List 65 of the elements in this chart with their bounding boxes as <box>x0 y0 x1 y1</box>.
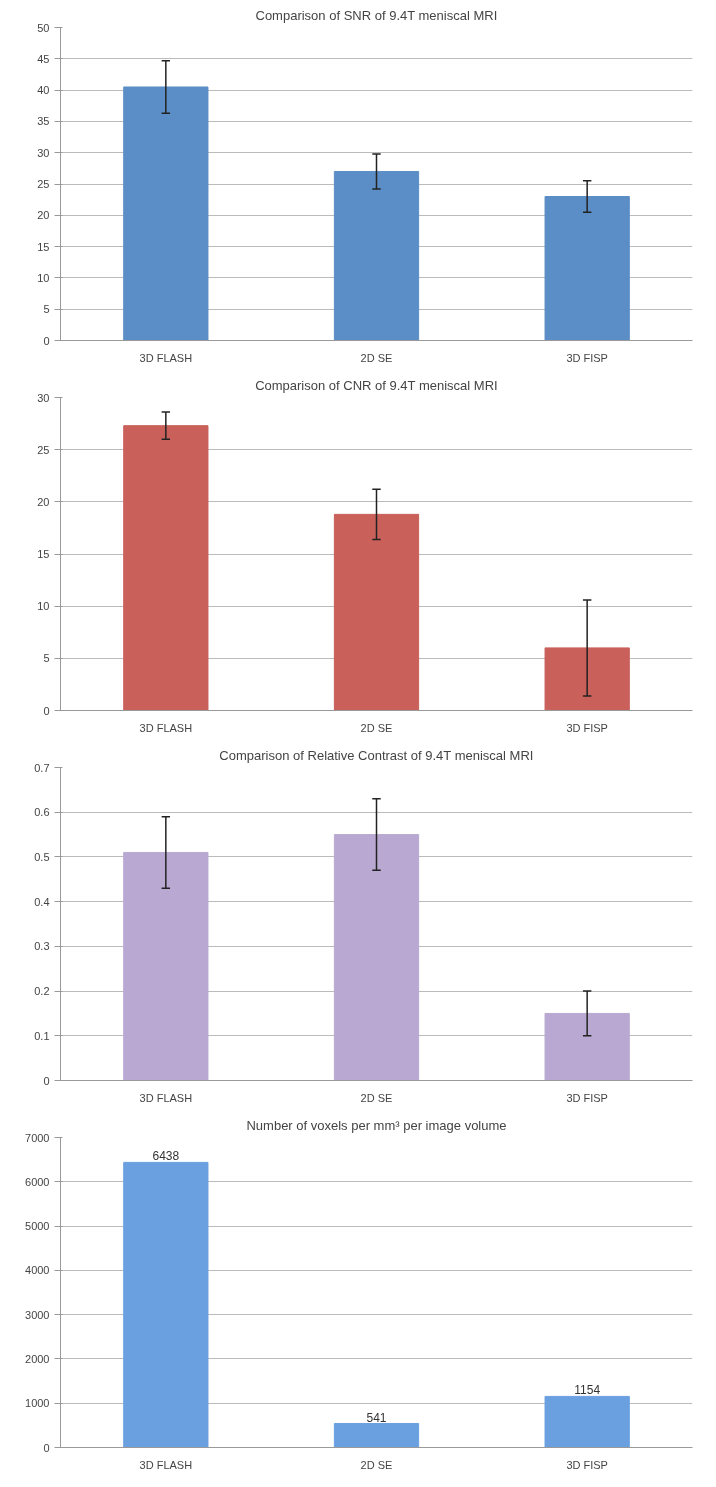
bar <box>544 196 630 341</box>
y-tick-label: 5 <box>43 303 50 316</box>
bar <box>544 647 630 711</box>
y-tick-label: 0.2 <box>34 985 50 998</box>
chart-title: Number of voxels per mm³ per image volume <box>246 1117 507 1133</box>
y-tick-label: 4000 <box>25 1264 50 1277</box>
x-tick-label: 3D FLASH <box>139 351 193 364</box>
chart-title: Comparison of SNR of 9.4T meniscal MRI <box>255 7 498 23</box>
y-tick-label: 50 <box>37 21 50 34</box>
data-label: 541 <box>366 1410 387 1425</box>
x-tick-label: 2D SE <box>360 351 393 364</box>
bar <box>333 170 420 341</box>
bar <box>123 86 209 341</box>
x-tick-label: 3D FISP <box>566 1091 608 1104</box>
y-tick-label: 20 <box>37 209 50 222</box>
chart-title: Comparison of Relative Contrast of 9.4T meniscal MRI <box>219 747 534 763</box>
x-tick-label: 2D SE <box>360 1458 393 1471</box>
y-tick-label: 6000 <box>25 1175 50 1188</box>
y-tick-label: 5 <box>43 652 50 665</box>
y-tick-label: 0 <box>43 1441 50 1454</box>
y-tick-label: 25 <box>37 178 50 190</box>
bar <box>123 851 209 1081</box>
y-tick-label: 0 <box>43 704 50 717</box>
y-tick-label: 0.6 <box>34 806 50 819</box>
y-tick-label: 0 <box>43 1074 50 1087</box>
y-tick-label: 35 <box>37 115 50 128</box>
y-tick-label: 20 <box>37 495 50 508</box>
y-tick-label: 0.4 <box>34 895 50 908</box>
y-tick-label: 1000 <box>25 1397 50 1410</box>
x-tick-label: 3D FISP <box>566 351 608 364</box>
x-tick-label: 3D FISP <box>566 721 608 734</box>
bar <box>123 1161 209 1448</box>
y-tick-label: 45 <box>37 52 50 65</box>
bar <box>333 513 420 711</box>
y-tick-label: 2000 <box>25 1352 50 1365</box>
chart-title: Comparison of CNR of 9.4T meniscal MRI <box>255 377 498 393</box>
bar <box>333 834 420 1081</box>
x-tick-label: 3D FLASH <box>139 1091 193 1104</box>
data-label: 6438 <box>152 1149 180 1164</box>
bar <box>333 1423 420 1448</box>
x-tick-label: 3D FLASH <box>139 721 193 734</box>
x-tick-label: 3D FLASH <box>139 1458 193 1471</box>
y-tick-label: 15 <box>37 548 50 560</box>
y-tick-label: 15 <box>37 240 50 253</box>
y-tick-label: 0 <box>43 334 50 347</box>
y-tick-label: 30 <box>37 146 50 159</box>
y-tick-label: 25 <box>37 443 50 456</box>
y-tick-label: 5000 <box>25 1220 50 1233</box>
bar <box>544 1012 630 1081</box>
y-tick-label: 0.3 <box>34 940 50 953</box>
x-tick-label: 3D FISP <box>566 1458 608 1471</box>
y-tick-label: 3000 <box>25 1308 50 1321</box>
x-tick-label: 2D SE <box>360 721 393 734</box>
data-label: 1154 <box>574 1383 601 1398</box>
y-tick-label: 0.7 <box>34 761 50 774</box>
y-tick-label: 0.5 <box>34 850 50 863</box>
y-tick-label: 7000 <box>25 1131 50 1144</box>
x-tick-label: 2D SE <box>360 1091 393 1104</box>
bar <box>123 425 209 711</box>
y-tick-label: 40 <box>37 84 50 97</box>
y-tick-label: 10 <box>37 271 50 284</box>
y-tick-label: 10 <box>37 600 50 613</box>
y-tick-label: 0.1 <box>34 1029 50 1042</box>
bar <box>544 1395 630 1448</box>
y-tick-label: 30 <box>37 391 50 404</box>
